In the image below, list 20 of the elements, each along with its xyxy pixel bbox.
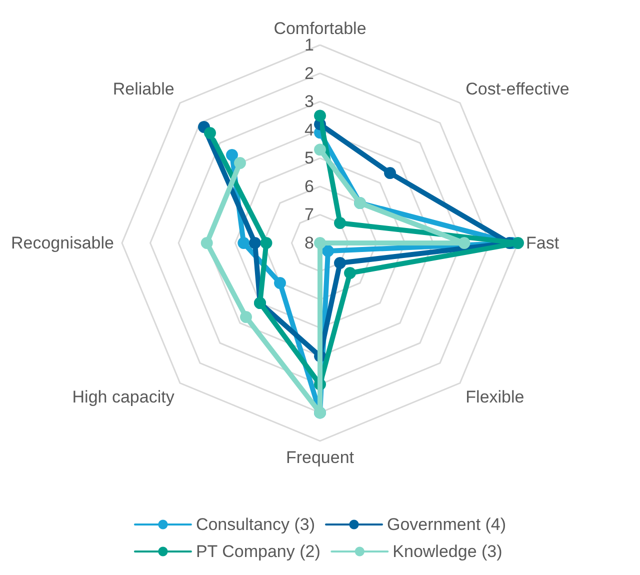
spoke-label: Comfortable [274,19,366,38]
spoke-label: Reliable [112,79,174,98]
legend-label: PT Company (2) [196,542,320,561]
y-tick-label: 8 [304,234,314,252]
y-tick-label: 3 [304,92,314,112]
spoke-label: Cost-effective [466,79,570,98]
y-tick-label: 5 [304,148,314,168]
spoke-label: High capacity [72,388,175,407]
legend-label: Knowledge (3) [392,542,502,561]
legend-label: Government (4) [387,515,506,534]
spoke-label: Frequent [286,448,354,467]
y-tick-label: 4 [304,120,314,140]
y-tick-label: 7 [304,205,314,224]
legend-label: Consultancy (3) [196,515,316,534]
spoke-label: Flexible [466,388,524,407]
spoke-label: Fast [526,234,560,252]
y-tick-label: 6 [304,176,314,196]
spoke-label: Recognisable [10,234,114,252]
y-tick-label: 1 [304,36,314,54]
y-tick-label: 2 [304,64,314,83]
